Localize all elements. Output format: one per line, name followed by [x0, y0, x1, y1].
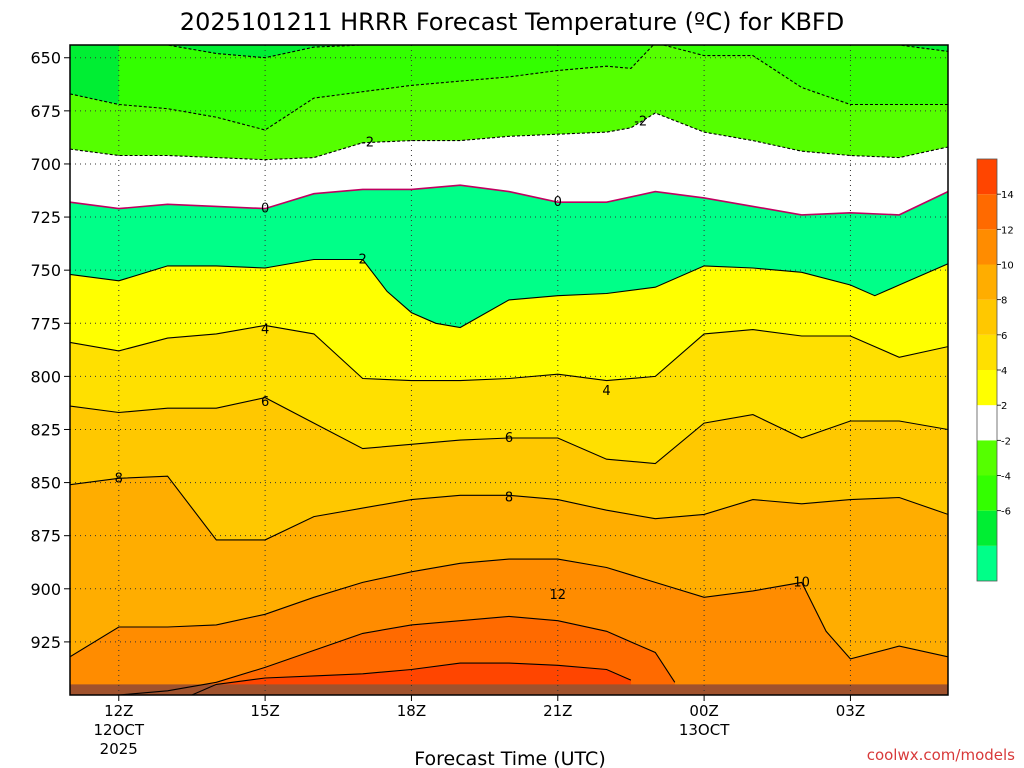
contour-label: 0 [554, 195, 562, 210]
colorbar-swatch [977, 299, 997, 335]
x-tick-label: 03Z [836, 702, 865, 720]
contour-line-6 [70, 397, 948, 465]
y-tick-label: 825 [30, 420, 61, 439]
colorbar-tick-label: 14 [1001, 190, 1014, 201]
colorbar-swatch [977, 334, 997, 370]
contour-label: 8 [115, 471, 123, 486]
y-tick-label: 750 [30, 261, 61, 280]
contour-line--2 [70, 112, 948, 161]
colorbar-swatch [977, 370, 997, 406]
x-tick-label: 12Z [104, 702, 133, 720]
x-tick-label: 15Z [250, 702, 279, 720]
x-tick-label: 21Z [543, 702, 572, 720]
y-tick-label: 775 [30, 314, 61, 333]
colorbar-tick-label: -6 [1001, 507, 1011, 518]
contour-label: 4 [261, 323, 269, 338]
y-tick-label: 725 [30, 208, 61, 227]
plot-frame [69, 44, 949, 696]
y-tick-label: 650 [30, 49, 61, 68]
colorbar-swatch [977, 440, 997, 476]
colorbar-tick-label: 8 [1001, 296, 1007, 307]
x-axis-label: Forecast Time (UTC) [414, 748, 605, 768]
colorbar-swatch [977, 545, 997, 581]
ground-band [70, 684, 948, 695]
contour-label: 0 [261, 202, 269, 217]
colorbar-swatch [977, 194, 997, 230]
contour-label: 2 [359, 253, 367, 268]
x-tick-label: 18Z [397, 702, 426, 720]
chart-title: 2025101211 HRRR Forecast Temperature (ºC… [180, 8, 844, 36]
colorbar-swatch [977, 264, 997, 300]
contour-line-14 [191, 662, 632, 695]
colorbar-tick-label: 4 [1001, 366, 1007, 377]
colorbar-tick-label: -4 [1001, 472, 1011, 483]
contour-line-8 [70, 475, 948, 541]
plot-area: -2 -2 0 0 2 4 4 6 6 8 8 10 12 [69, 44, 949, 696]
x-tick-year: 2025 [100, 740, 138, 758]
credit-text[interactable]: coolwx.com/models [867, 746, 1015, 764]
colorbar: -6 -4 -2 2 4 6 8 10 12 14 [976, 158, 1014, 582]
colorbar-swatch [977, 229, 997, 265]
x-tick-date: 12OCT [94, 721, 145, 739]
contour-label: 8 [505, 490, 513, 505]
y-tick-label: 875 [30, 527, 61, 546]
colorbar-swatch [977, 510, 997, 546]
y-tick-label: 675 [30, 102, 61, 121]
contour-line--6 [118, 45, 948, 59]
colorbar-tick-label: 10 [1001, 261, 1014, 272]
colorbar-swatch [977, 405, 997, 441]
x-tick-date: 13OCT [679, 721, 730, 739]
contour-line-0 [70, 184, 948, 216]
contour-label: 10 [793, 575, 810, 590]
contour-label: -2 [634, 114, 647, 129]
y-tick-label: 700 [30, 155, 61, 174]
y-axis: 650 675 700 725 750 775 800 825 850 875 900 925 [30, 49, 70, 652]
y-tick-label: 800 [30, 367, 61, 386]
y-tick-label: 925 [30, 633, 61, 652]
contour-line-10 [70, 558, 948, 660]
contour-label: 4 [602, 384, 610, 399]
y-tick-label: 900 [30, 580, 61, 599]
contour-label: -2 [361, 136, 374, 151]
contour-line-4 [70, 324, 948, 382]
contour-label: 6 [261, 395, 269, 410]
colorbar-tick-label: 12 [1001, 225, 1014, 236]
contour-line-2 [70, 258, 948, 329]
colorbar-tick-label: -2 [1001, 436, 1011, 447]
x-tick-label: 00Z [689, 702, 718, 720]
y-tick-label: 850 [30, 474, 61, 493]
contour-line--4 [70, 45, 948, 131]
colorbar-swatch [977, 475, 997, 511]
contour-line-12 [118, 615, 676, 695]
colorbar-tick-label: 2 [1001, 401, 1007, 412]
contour-label: 12 [550, 588, 567, 603]
colorbar-swatch [977, 159, 997, 195]
colorbar-tick-label: 6 [1001, 331, 1007, 342]
contour-label: 6 [505, 431, 513, 446]
